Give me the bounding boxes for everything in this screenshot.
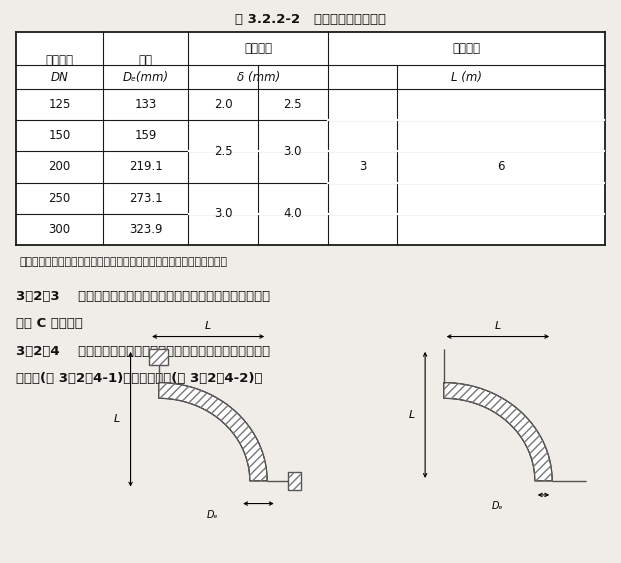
Text: δ (mm): δ (mm): [237, 70, 280, 83]
Polygon shape: [444, 383, 552, 481]
Text: 最小壁厚: 最小壁厚: [244, 42, 272, 55]
Text: 3．2．3    建筑排水不锈锆管外径及壁厚的允许偏差应符合本规程: 3．2．3 建筑排水不锈锆管外径及壁厚的允许偏差应符合本规程: [16, 290, 270, 303]
Text: 159: 159: [135, 129, 157, 142]
Text: 注：不锈锆管壁厚也可根据需方要求，以供需双方协商的厚度进行交货。: 注：不锈锆管壁厚也可根据需方要求，以供需双方协商的厚度进行交货。: [19, 257, 227, 267]
Text: 2.0: 2.0: [214, 98, 232, 111]
Text: 6: 6: [497, 160, 505, 173]
Text: L (m): L (m): [451, 70, 482, 83]
Text: 323.9: 323.9: [129, 223, 163, 236]
Text: L: L: [205, 321, 211, 332]
Text: 3．2．4    建筑排水不锈锆管道用管件按结构形式可分为单向承插: 3．2．4 建筑排水不锈锆管道用管件按结构形式可分为单向承插: [16, 345, 270, 358]
Text: 125: 125: [48, 98, 71, 111]
Polygon shape: [159, 383, 267, 481]
Text: 式管件(图 3．2．4-1)和对接式管件(图 3．2．4-2)。: 式管件(图 3．2．4-1)和对接式管件(图 3．2．4-2)。: [16, 372, 263, 385]
Text: 2.5: 2.5: [214, 145, 232, 158]
Bar: [149, 349, 168, 365]
Text: 250: 250: [48, 191, 71, 205]
Text: 219.1: 219.1: [129, 160, 163, 173]
Text: Dₑ(mm): Dₑ(mm): [122, 70, 169, 83]
Text: 300: 300: [48, 223, 71, 236]
Text: 273.1: 273.1: [129, 191, 163, 205]
Text: 外径: 外径: [138, 53, 153, 67]
Text: L: L: [114, 414, 120, 424]
Text: 200: 200: [48, 160, 71, 173]
Bar: [149, 349, 168, 365]
Text: 3.0: 3.0: [214, 207, 232, 220]
Text: Dₑ: Dₑ: [207, 510, 219, 520]
Text: L: L: [409, 410, 415, 420]
Text: 附录 C 的规定。: 附录 C 的规定。: [16, 317, 83, 330]
Text: 4.0: 4.0: [284, 207, 302, 220]
Text: 2.5: 2.5: [284, 98, 302, 111]
Text: 有效长度: 有效长度: [452, 42, 480, 55]
Bar: [288, 472, 301, 489]
Text: L: L: [495, 321, 501, 332]
Text: 3: 3: [359, 160, 366, 173]
Text: 公称尺寸: 公称尺寸: [45, 53, 73, 67]
Bar: [288, 472, 301, 489]
Text: 133: 133: [135, 98, 157, 111]
Bar: [16, 32, 605, 245]
Text: Dₑ: Dₑ: [492, 501, 504, 511]
Text: DN: DN: [51, 70, 68, 83]
Text: 150: 150: [48, 129, 71, 142]
Text: 3.0: 3.0: [284, 145, 302, 158]
Text: 表 3.2.2-2   对接式直管规格尺寸: 表 3.2.2-2 对接式直管规格尺寸: [235, 13, 386, 26]
